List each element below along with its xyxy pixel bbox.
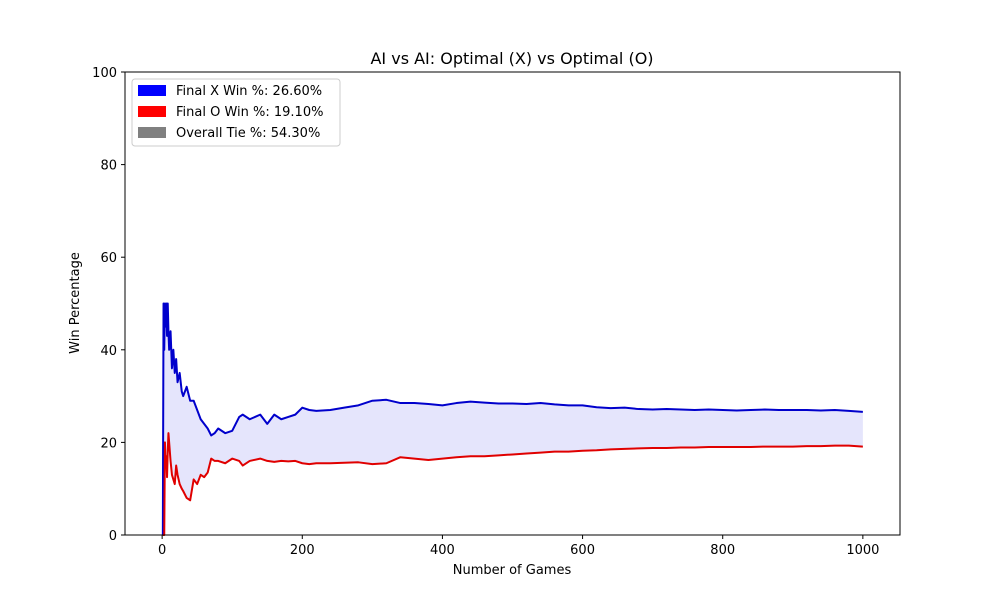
y-tick-label: 80 (100, 159, 117, 174)
legend: Final X Win %: 26.60% Final O Win %: 19.… (131, 78, 341, 147)
y-tick-label: 60 (100, 251, 117, 266)
chart-title: AI vs AI: Optimal (X) vs Optimal (O) (370, 49, 653, 68)
series-layer (161, 302, 863, 536)
x-axis-ticks: 0 200 400 600 800 1000 (158, 535, 879, 558)
y-tick-label: 20 (100, 436, 117, 451)
legend-swatch-tie (138, 127, 166, 138)
legend-swatch-o (138, 106, 166, 117)
y-tick-label: 40 (100, 344, 117, 359)
x-tick-label: 400 (430, 543, 455, 558)
x-win-line (161, 302, 863, 536)
legend-label-tie: Overall Tie %: 54.30% (176, 126, 320, 141)
legend-box (131, 78, 341, 147)
x-tick-label: 1000 (846, 543, 879, 558)
x-tick-label: 800 (710, 543, 735, 558)
y-axis-label: Win Percentage (68, 252, 83, 354)
legend-swatch-x (138, 85, 166, 96)
axes-frame (124, 71, 901, 536)
x-tick-label: 0 (158, 543, 166, 558)
y-tick-label: 100 (92, 66, 117, 81)
fill-region-layer (162, 303, 863, 535)
o-win-line (162, 432, 863, 536)
legend-label-o: Final O Win %: 19.10% (176, 105, 323, 120)
x-axis-label: Number of Games (453, 563, 572, 578)
x-tick-label: 600 (570, 543, 595, 558)
fill-between-area (162, 303, 863, 535)
y-axis-ticks: 0 20 40 60 80 100 (92, 66, 125, 544)
legend-label-x: Final X Win %: 26.60% (176, 84, 322, 99)
x-tick-label: 200 (290, 543, 315, 558)
y-tick-label: 0 (109, 529, 117, 544)
